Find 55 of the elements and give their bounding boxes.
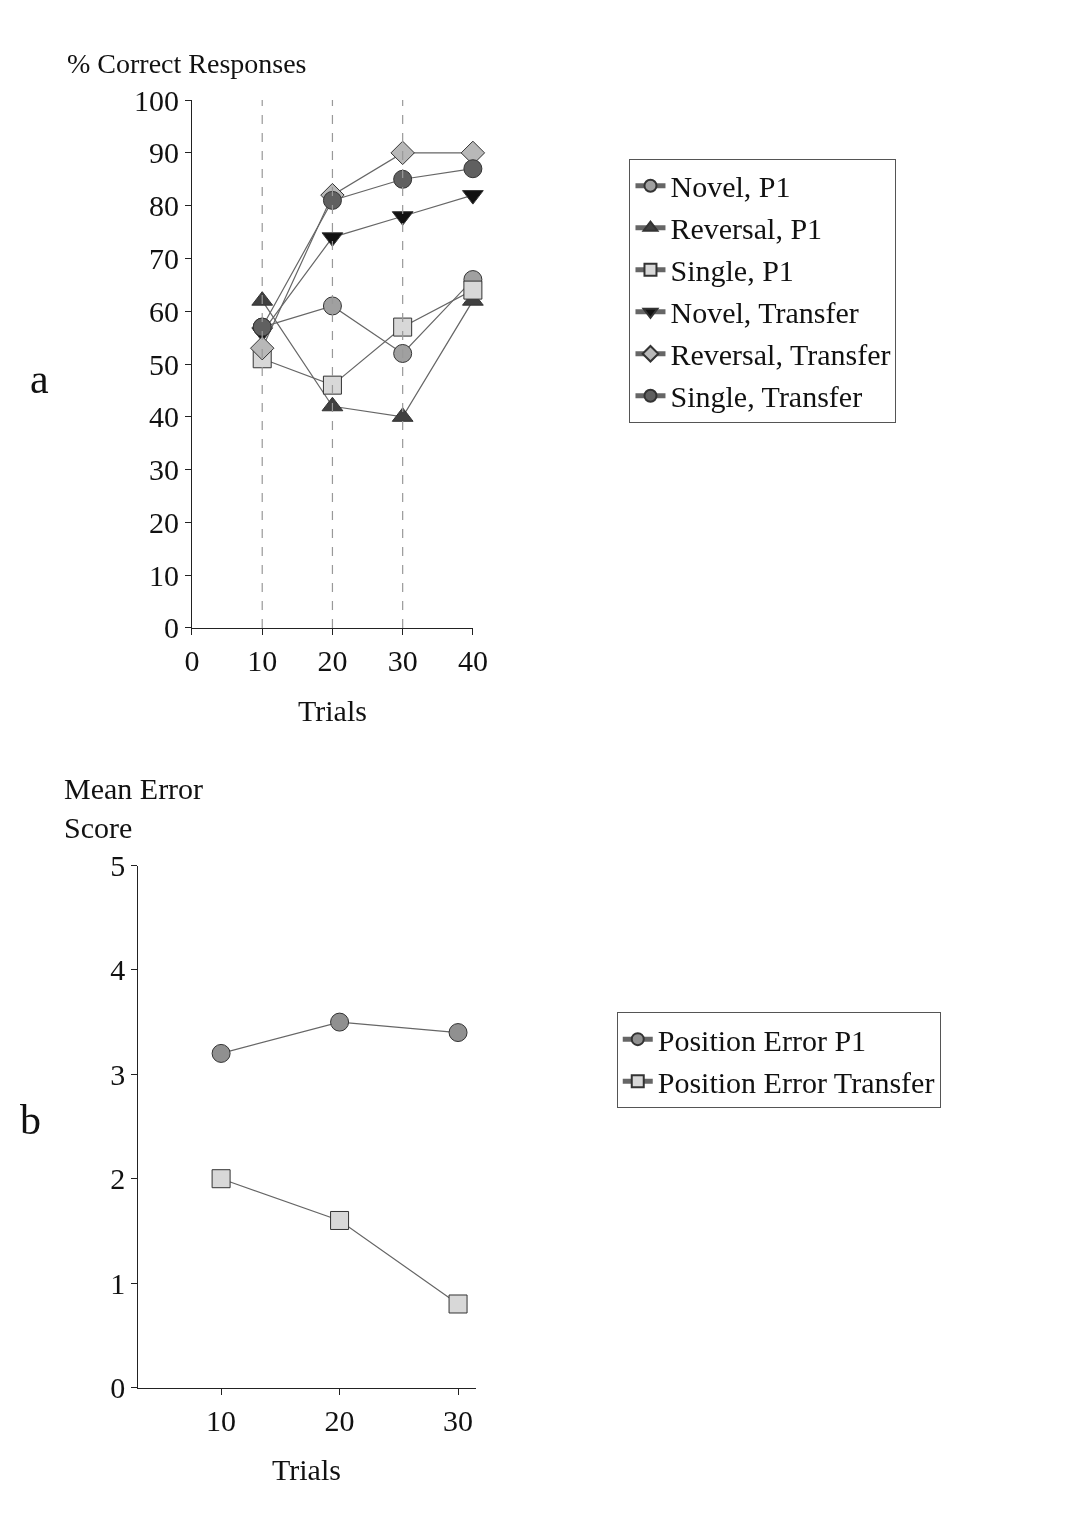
legend-label: Position Error P1 bbox=[657, 1023, 867, 1057]
y-tick-label: 10 bbox=[149, 558, 179, 592]
y-tick-label: 80 bbox=[149, 189, 179, 223]
y-tick-label: 50 bbox=[149, 347, 179, 381]
point bbox=[463, 159, 483, 179]
legend-label: Reversal, P1 bbox=[670, 212, 823, 246]
x-tick-label: 20 bbox=[317, 643, 348, 677]
y-tick-label: 30 bbox=[149, 453, 179, 487]
y-tick-label: 70 bbox=[149, 241, 179, 275]
y-tick-label: 100 bbox=[134, 83, 179, 117]
y-tick-label: 40 bbox=[149, 400, 179, 434]
point bbox=[448, 1023, 468, 1043]
legend-label: Novel, Transfer bbox=[670, 296, 859, 330]
legend-label: Position Error Transfer bbox=[657, 1065, 935, 1099]
x-tick-label: 20 bbox=[324, 1403, 355, 1437]
point bbox=[448, 1294, 468, 1314]
point bbox=[211, 1043, 231, 1063]
x-tick-label: 30 bbox=[387, 643, 418, 677]
y-tick-label: 0 bbox=[164, 611, 179, 645]
point bbox=[390, 140, 415, 166]
point bbox=[330, 1012, 350, 1032]
y-tick-label: 3 bbox=[110, 1057, 126, 1091]
y-tick-label: 20 bbox=[149, 505, 179, 539]
x-axis-title: Trials bbox=[272, 1453, 341, 1486]
point bbox=[322, 190, 342, 210]
point bbox=[322, 296, 342, 316]
x-tick-label: 10 bbox=[206, 1403, 237, 1437]
x-tick-label: 40 bbox=[457, 643, 488, 677]
legend-label: Single, Transfer bbox=[670, 380, 863, 414]
point bbox=[393, 317, 413, 337]
x-tick-label: 10 bbox=[247, 643, 278, 677]
point bbox=[330, 1210, 350, 1230]
y-tick-label: 90 bbox=[149, 136, 179, 170]
point bbox=[211, 1169, 231, 1189]
point bbox=[250, 335, 275, 361]
point bbox=[393, 169, 413, 189]
point bbox=[393, 343, 413, 363]
y-tick-label: 0 bbox=[110, 1371, 126, 1405]
y-tick-label: 2 bbox=[110, 1162, 126, 1196]
y-tick-label: 5 bbox=[110, 849, 126, 883]
point bbox=[463, 280, 483, 300]
point bbox=[322, 375, 342, 395]
x-tick-label: 0 bbox=[184, 643, 200, 677]
text: b bbox=[20, 1097, 41, 1143]
text: a bbox=[30, 356, 49, 402]
x-axis-title: Trials bbox=[298, 694, 367, 727]
y-tick-label: 4 bbox=[110, 953, 126, 987]
y-axis-title: % Correct Responses bbox=[67, 48, 307, 79]
y-tick-label: 1 bbox=[110, 1266, 126, 1300]
y-axis-title: Mean Error Score bbox=[64, 772, 204, 844]
legend-label: Novel, P1 bbox=[670, 170, 791, 204]
y-tick-label: 60 bbox=[149, 294, 179, 328]
legend-label: Reversal, Transfer bbox=[670, 338, 891, 372]
legend-label: Single, P1 bbox=[670, 254, 794, 288]
x-tick-label: 30 bbox=[443, 1403, 474, 1437]
